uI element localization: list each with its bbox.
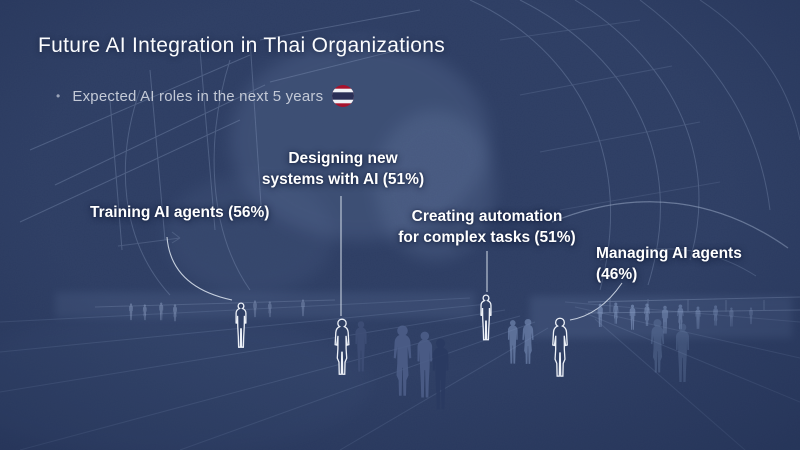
- thailand-flag-icon: [332, 85, 355, 107]
- leader-line-managing: [569, 282, 623, 321]
- sketch-floor-lines: [0, 297, 800, 450]
- flag-blue-stripe: [332, 92, 355, 100]
- callout-training-ai-agents: Training AI agents (56%): [90, 202, 269, 223]
- crowd-silhouettes: [129, 299, 753, 410]
- callout-designing-new-systems: Designing new systems with AI (51%): [252, 148, 434, 190]
- callout-label-line: Training AI agents (56%): [90, 204, 270, 221]
- callout-label-line: (46%): [596, 266, 638, 283]
- sketch-horizon-rails: [587, 296, 800, 314]
- person-figure-managing: [552, 317, 568, 377]
- callout-managing-ai-agents: Managing AI agents (46%): [596, 243, 766, 285]
- person-figure-designing: [334, 318, 350, 375]
- callout-label-line: Designing new: [288, 150, 398, 167]
- callout-label-line: systems with AI (51%): [261, 171, 425, 188]
- person-figure-training: [235, 302, 247, 348]
- person-figure-creating: [480, 294, 492, 341]
- callout-creating-automation: Creating automation for complex tasks (5…: [390, 206, 584, 248]
- callout-label-line: Creating automation: [411, 208, 563, 225]
- slide-subtitle: Expected AI roles in the next 5 years: [72, 87, 324, 105]
- bullet-marker: •: [56, 89, 61, 103]
- leader-line-training: [166, 236, 233, 301]
- callout-label-line: Managing AI agents: [596, 245, 742, 262]
- subtitle-row: • Expected AI roles in the next 5 years: [56, 85, 355, 107]
- callout-label-line: for complex tasks (51%): [398, 229, 576, 246]
- slide-title: Future AI Integration in Thai Organizati…: [38, 34, 446, 57]
